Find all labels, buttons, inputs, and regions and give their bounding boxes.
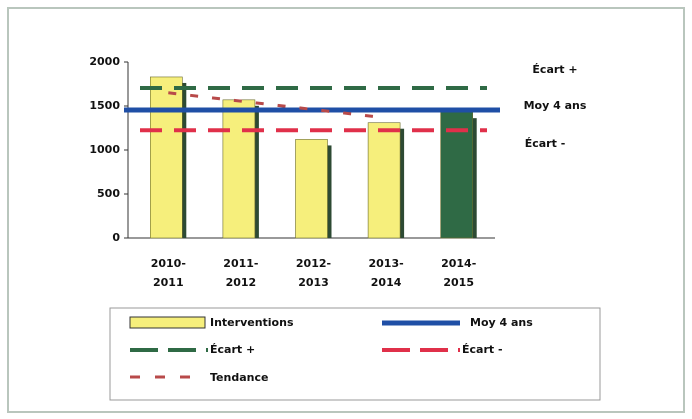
legend-label: Interventions xyxy=(210,316,294,329)
y-tick-label: 2000 xyxy=(89,55,120,68)
legend-label: Écart + xyxy=(210,343,255,356)
x-tick-label: 2011 xyxy=(153,276,184,289)
x-tick-label: 2015 xyxy=(443,276,474,289)
y-tick-label: 1000 xyxy=(89,143,120,156)
x-tick-label: 2014 xyxy=(371,276,402,289)
y-tick-label: 1500 xyxy=(89,99,120,112)
legend-label: Écart - xyxy=(462,343,503,356)
legend-label: Tendance xyxy=(210,371,268,384)
reference-label: Écart - xyxy=(525,137,566,150)
legend-label: Moy 4 ans xyxy=(470,316,533,329)
bar xyxy=(440,111,474,239)
bar xyxy=(222,99,256,239)
y-tick-label: 500 xyxy=(97,187,120,200)
bar xyxy=(367,122,401,239)
reference-label: Écart + xyxy=(532,63,577,76)
bar xyxy=(295,139,328,239)
y-tick-label: 0 xyxy=(112,231,120,244)
bar xyxy=(150,76,183,239)
legend-swatch xyxy=(129,316,206,329)
reference-label: Moy 4 ans xyxy=(524,99,587,112)
x-tick-label: 2012- xyxy=(296,257,331,270)
x-tick-label: 2011- xyxy=(223,257,258,270)
x-tick-label: 2010- xyxy=(151,257,186,270)
trend-line xyxy=(168,91,387,120)
x-tick-label: 2013- xyxy=(369,257,404,270)
x-tick-label: 2012 xyxy=(226,276,257,289)
x-tick-label: 2014- xyxy=(441,257,476,270)
x-tick-label: 2013 xyxy=(298,276,329,289)
